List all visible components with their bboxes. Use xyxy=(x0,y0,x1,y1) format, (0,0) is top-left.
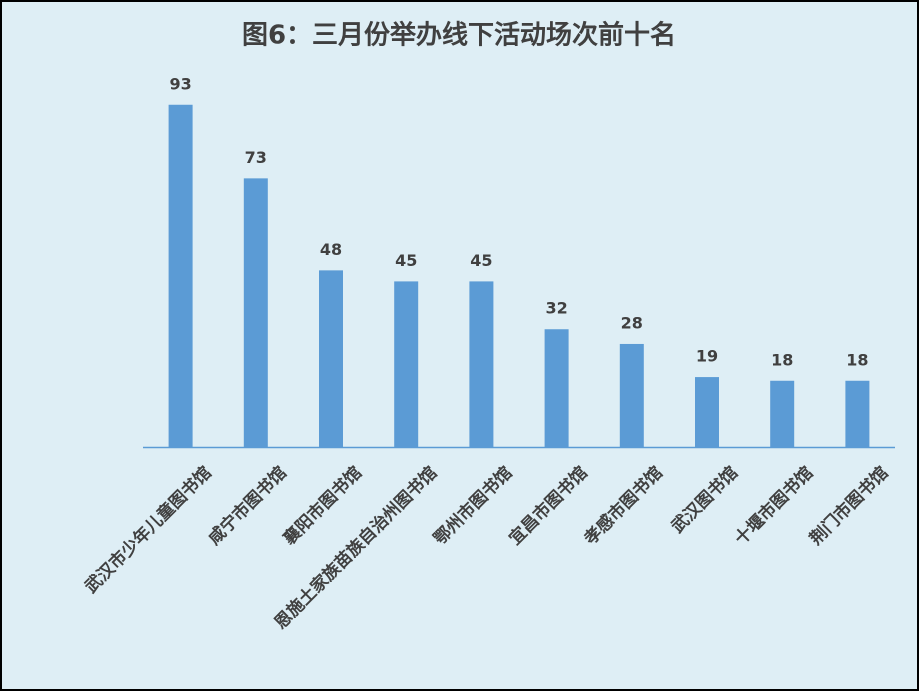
bar xyxy=(544,329,569,447)
chart-title: 图6：三月份举办线下活动场次前十名 xyxy=(242,20,676,51)
data-label: 18 xyxy=(771,350,793,369)
data-label: 32 xyxy=(545,299,567,318)
data-label: 18 xyxy=(846,350,868,369)
data-label: 28 xyxy=(621,313,643,332)
data-label: 93 xyxy=(169,74,191,93)
bar xyxy=(469,281,494,447)
bar xyxy=(168,104,193,447)
bar xyxy=(243,178,268,448)
bar xyxy=(619,343,644,447)
bar xyxy=(695,377,719,447)
bar xyxy=(319,270,343,447)
bar xyxy=(770,380,795,447)
data-label: 45 xyxy=(395,251,417,270)
data-label: 45 xyxy=(470,251,492,270)
data-label: 19 xyxy=(696,347,718,366)
bar xyxy=(845,380,870,447)
bar xyxy=(394,281,419,447)
data-label: 48 xyxy=(320,240,342,259)
data-label: 73 xyxy=(245,148,267,167)
